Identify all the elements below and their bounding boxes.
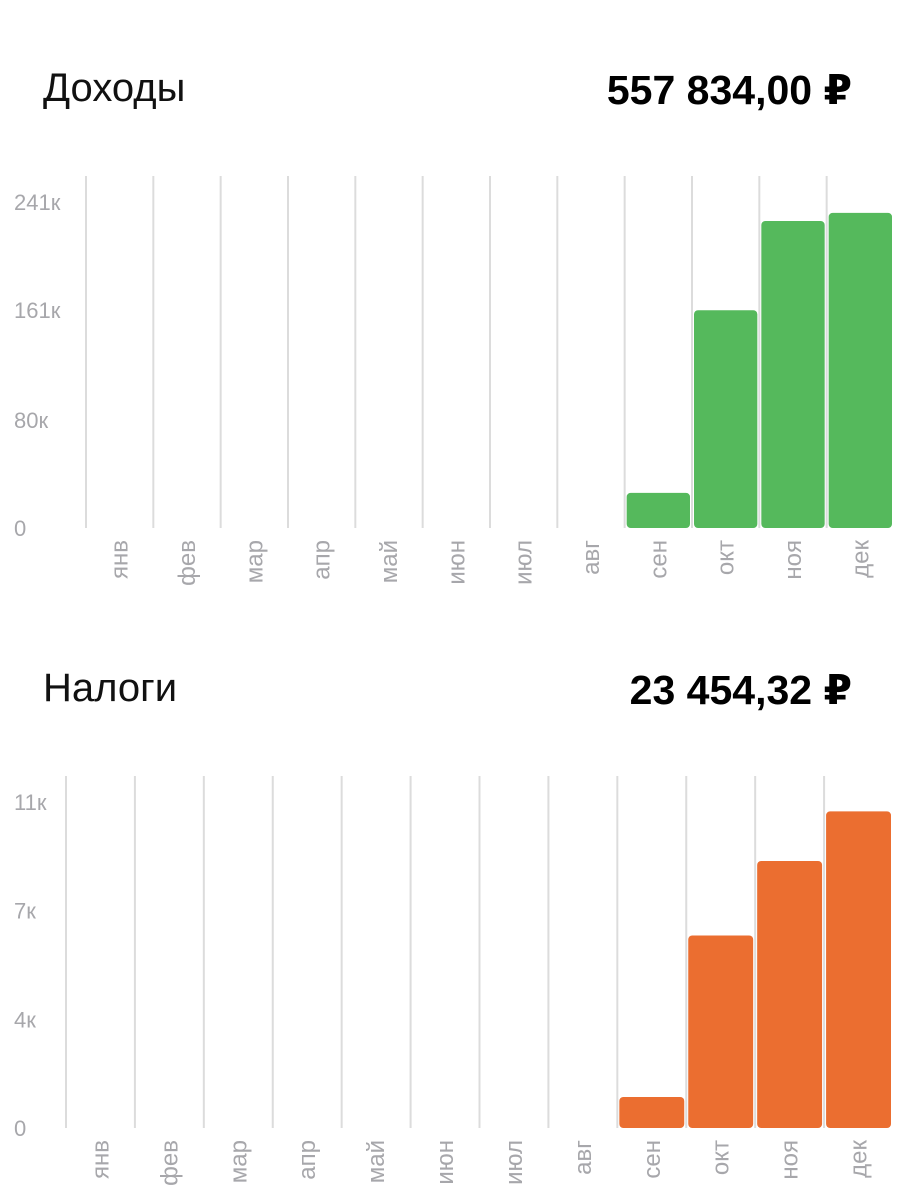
taxes-xtick-label: июл <box>501 1140 528 1185</box>
taxes-xtick-label: июн <box>432 1140 459 1185</box>
income-bar-ноя <box>761 220 825 529</box>
income-xtick-label: июн <box>443 540 470 585</box>
income-total: 557 834,00 ₽ <box>606 67 852 113</box>
taxes-xtick-label: апр <box>294 1140 321 1180</box>
income-ytick-label: 161к <box>14 298 61 323</box>
income-bar-сен <box>626 492 690 528</box>
income-xtick-label: сен <box>645 540 672 579</box>
taxes-xtick-label: дек <box>846 1140 873 1178</box>
taxes-xtick-label: фев <box>156 1140 183 1186</box>
taxes-bar-окт <box>688 935 754 1128</box>
taxes-ytick-label: 4к <box>14 1007 36 1032</box>
income-xtick-label: ноя <box>780 540 807 580</box>
taxes-xtick-label: окт <box>708 1140 735 1175</box>
taxes-bar-дек <box>826 811 891 1128</box>
taxes-ytick-label: 0 <box>14 1116 26 1141</box>
taxes-ytick-label: 11к <box>14 790 47 815</box>
income-title: Доходы <box>43 66 186 110</box>
taxes-xtick-label: мар <box>225 1140 252 1183</box>
taxes-xtick-label: сен <box>639 1140 666 1179</box>
taxes-bar-ноя <box>757 860 823 1128</box>
taxes-total: 23 454,32 ₽ <box>629 667 852 713</box>
income-bar-окт <box>694 310 758 528</box>
income-ytick-label: 0 <box>14 516 26 541</box>
income-xtick-label: июл <box>511 540 538 585</box>
income-xtick-label: окт <box>713 540 740 575</box>
income-bar-дек <box>828 212 892 528</box>
taxes-bar-сен <box>619 1096 685 1128</box>
taxes-chart: 0 4к 7к 11к янв фев мар апр май июн июл авг сен окт но… <box>14 776 891 1186</box>
income-xtick-label: мар <box>241 540 268 583</box>
taxes-xtick-label: ноя <box>777 1140 804 1180</box>
taxes-title: Налоги <box>43 666 178 710</box>
income-xtick-label: апр <box>309 540 336 580</box>
income-chart: 0 80к 161к 241к янв фев мар апр май июн июл авг сен о… <box>14 176 892 586</box>
taxes-xtick-label: янв <box>87 1140 114 1179</box>
income-xtick-label: дек <box>847 540 874 578</box>
income-ytick-label: 241к <box>14 190 61 215</box>
income-xtick-label: фев <box>174 540 201 586</box>
taxes-ytick-label: 7к <box>14 899 36 924</box>
income-xtick-label: авг <box>578 540 605 575</box>
income-xtick-label: янв <box>107 540 134 579</box>
taxes-xtick-label: авг <box>570 1140 597 1175</box>
income-ytick-label: 80к <box>14 408 48 433</box>
taxes-xtick-label: май <box>363 1140 390 1183</box>
income-xtick-label: май <box>376 540 403 583</box>
